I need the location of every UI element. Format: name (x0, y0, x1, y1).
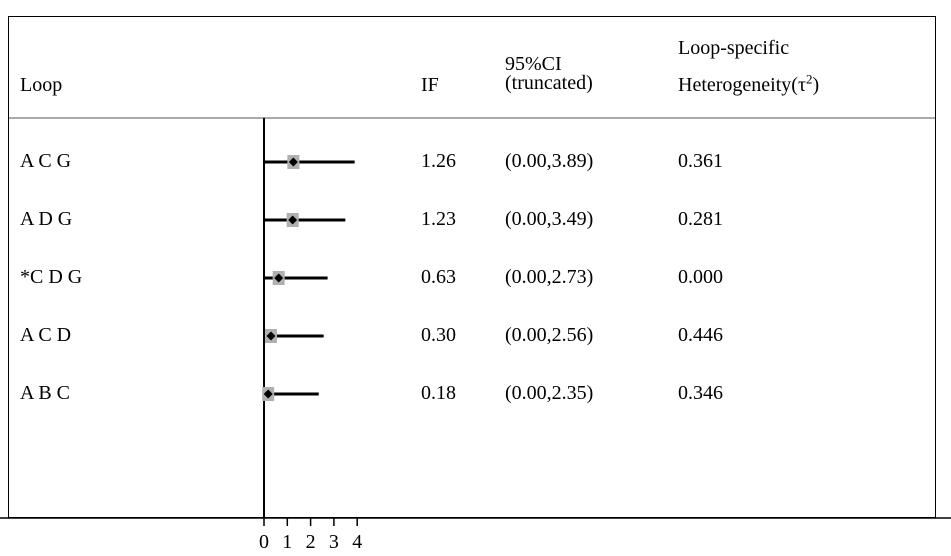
x-tick-label: 1 (282, 531, 292, 553)
row-ci: (0.00,3.49) (505, 208, 594, 230)
row-tau2: 0.361 (678, 150, 723, 172)
row-ci: (0.00,2.56) (505, 324, 594, 346)
row-ci: (0.00,2.73) (505, 266, 594, 288)
row-tau2: 0.346 (678, 382, 723, 404)
header-het-text: Heterogeneity(τ (678, 74, 806, 96)
row-loop: *C D G (20, 266, 83, 288)
row-if: 1.26 (421, 150, 456, 172)
row-if: 1.23 (421, 208, 456, 230)
x-tick-label: 3 (329, 531, 339, 553)
row-ci: (0.00,2.35) (505, 382, 594, 404)
chart-frame (8, 16, 936, 518)
row-loop: A C D (20, 324, 72, 346)
row-loop: A C G (20, 150, 72, 172)
point-estimate (288, 215, 298, 225)
header-het-close: ) (812, 74, 820, 96)
x-tick-label: 4 (352, 531, 362, 553)
header-ci-line2: (truncated) (505, 72, 593, 94)
header-ci-line1: 95%CI (505, 53, 562, 75)
row-tau2: 0.000 (678, 266, 723, 288)
row-tau2: 0.446 (678, 324, 723, 346)
point-estimate (274, 273, 284, 283)
header-divider (9, 117, 935, 119)
header-loop: Loop (20, 74, 63, 96)
header-het-sup: 2 (805, 71, 813, 87)
header-het-line1: Loop-specific (678, 37, 790, 59)
row-if: 0.30 (421, 324, 456, 346)
row-tau2: 0.281 (678, 208, 723, 230)
point-estimate (288, 157, 298, 167)
row-loop: A D G (20, 208, 73, 230)
point-estimate (266, 331, 276, 341)
x-tick-label: 0 (259, 531, 269, 553)
row-loop: A B C (20, 382, 71, 404)
row-if: 0.63 (421, 266, 456, 288)
point-estimate (263, 389, 273, 399)
row-if: 0.18 (421, 382, 456, 404)
x-tick-label: 2 (306, 531, 316, 553)
row-ci: (0.00,3.89) (505, 150, 594, 172)
header-het-line2: Heterogeneity(τ2) (678, 72, 820, 96)
header-if: IF (421, 74, 439, 96)
